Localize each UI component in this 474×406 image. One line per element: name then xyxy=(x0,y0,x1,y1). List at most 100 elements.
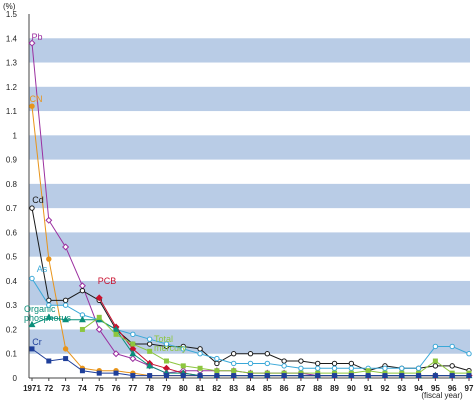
data-point xyxy=(197,346,203,352)
data-point xyxy=(62,302,69,308)
grid-band xyxy=(29,135,470,160)
data-point xyxy=(78,315,86,323)
data-point xyxy=(180,363,186,369)
series-7 xyxy=(29,346,472,379)
y-tick-label: 1.4 xyxy=(6,34,18,43)
x-tick-label: 92 xyxy=(381,384,390,393)
y-tick-labels: 0 0.1 0.2 0.3 0.4 0.5 0.6 0.7 0.8 0.9 1 1.1 1.2 1.3 1.… xyxy=(6,10,18,383)
grid-band xyxy=(29,38,470,63)
data-point xyxy=(46,302,52,308)
data-point xyxy=(130,331,136,338)
x-tick-label: 73 xyxy=(61,384,70,393)
data-point xyxy=(382,373,388,379)
data-point xyxy=(180,346,186,352)
data-point xyxy=(62,346,69,352)
y-tick-label: 1.2 xyxy=(6,83,18,92)
data-point xyxy=(399,373,405,379)
y-tick-label: 0.9 xyxy=(6,156,18,165)
data-point xyxy=(112,350,120,358)
data-point xyxy=(466,351,472,357)
data-point xyxy=(28,39,36,47)
data-point xyxy=(432,373,438,379)
data-point xyxy=(315,373,321,379)
y-tick-label: 1.5 xyxy=(6,10,18,19)
data-point xyxy=(29,103,35,109)
grid-bands xyxy=(29,38,470,354)
x-tick-label: 78 xyxy=(145,384,154,393)
data-point xyxy=(163,358,169,364)
data-point xyxy=(214,368,220,374)
series-label: Total mercury xyxy=(154,334,187,353)
data-point xyxy=(331,365,338,371)
y-tick-label: 0.1 xyxy=(6,350,18,359)
grid-band xyxy=(29,232,470,257)
y-tick-label: 0.3 xyxy=(6,301,18,310)
x-tick-label: 82 xyxy=(212,384,221,393)
data-point xyxy=(130,373,136,379)
y-tick-label: 0.2 xyxy=(6,325,18,334)
x-tick-label: 84 xyxy=(246,384,255,393)
data-point xyxy=(62,297,69,304)
y-tick-label: 0.8 xyxy=(6,180,18,189)
series-label: Cr xyxy=(32,337,42,347)
y-tick-label: 0 xyxy=(13,374,18,383)
data-point xyxy=(449,343,455,350)
data-point xyxy=(264,360,271,367)
data-point xyxy=(197,365,203,371)
data-point xyxy=(163,373,169,379)
series-label: As xyxy=(37,264,48,274)
data-point xyxy=(466,373,472,379)
data-point xyxy=(96,314,102,320)
data-point xyxy=(62,315,70,323)
x-tick-label: 87 xyxy=(296,384,305,393)
data-point xyxy=(264,373,270,379)
data-point xyxy=(416,373,422,379)
data-point xyxy=(62,243,70,251)
grid-band xyxy=(29,86,470,112)
y-tick-label: 0.4 xyxy=(6,277,18,286)
data-point xyxy=(315,360,321,367)
data-point xyxy=(281,358,287,364)
data-point xyxy=(79,368,85,374)
data-point xyxy=(449,373,455,379)
data-point xyxy=(96,370,102,376)
x-tick-label: 80 xyxy=(179,384,188,393)
grid-band xyxy=(29,183,470,209)
data-point xyxy=(348,365,355,371)
data-point xyxy=(129,355,137,363)
data-point xyxy=(45,313,53,320)
x-tick-label: 93 xyxy=(397,384,406,393)
x-tick-label: 89 xyxy=(330,384,339,393)
data-point xyxy=(95,294,103,302)
data-point xyxy=(298,358,304,364)
data-point xyxy=(63,356,69,362)
data-point xyxy=(315,365,321,371)
data-point xyxy=(230,351,237,357)
series-label: Cd xyxy=(32,195,44,205)
x-tick-label: 79 xyxy=(162,384,171,393)
data-point xyxy=(365,368,371,374)
y-tick-label: 1.1 xyxy=(6,107,18,116)
data-point xyxy=(281,373,287,379)
data-point xyxy=(146,362,154,369)
x-tick-label: 88 xyxy=(313,384,322,393)
data-point xyxy=(130,341,136,347)
data-point xyxy=(79,287,86,294)
data-point xyxy=(231,373,237,379)
x-tick-label: 97 xyxy=(465,384,474,393)
data-point xyxy=(432,343,439,350)
data-point xyxy=(146,341,153,347)
series-line xyxy=(82,316,469,374)
x-tick-label: 77 xyxy=(128,384,137,393)
data-point xyxy=(248,373,253,379)
data-point xyxy=(197,351,203,357)
grid-band xyxy=(29,329,470,354)
x-tick-label: 95 xyxy=(431,384,440,393)
x-tick-label: 91 xyxy=(364,384,373,393)
data-point xyxy=(46,358,52,364)
data-point xyxy=(298,373,304,379)
x-tick-label: 90 xyxy=(347,384,356,393)
x-tick-label: 96 xyxy=(448,384,457,393)
x-tick-label: 83 xyxy=(229,384,238,393)
data-point xyxy=(214,360,220,367)
